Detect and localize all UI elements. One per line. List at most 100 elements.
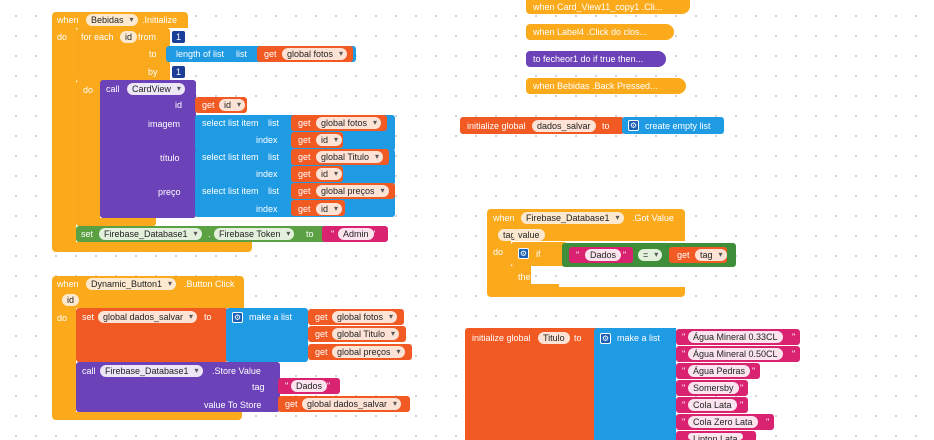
gear-icon[interactable]: ⚙ <box>600 333 611 344</box>
get-var-dropdown[interactable]: global Titulo <box>332 328 400 340</box>
component-dropdown[interactable]: Bebidas <box>86 14 138 26</box>
do-label: do <box>57 313 68 323</box>
get-label: get <box>677 250 690 260</box>
index2-get-dropdown[interactable]: id <box>316 168 343 180</box>
init-var-name[interactable]: Titulo <box>538 332 570 344</box>
param-value[interactable]: value <box>513 229 545 241</box>
select3-get-dropdown[interactable]: global preços <box>316 185 389 197</box>
for-each-foot <box>76 218 156 226</box>
select1-label: select list item <box>202 118 259 128</box>
list-item-value[interactable]: Lipton Lata <box>688 433 743 440</box>
component-dropdown[interactable]: Dynamic_Button1 <box>86 278 177 290</box>
cardview-dropdown[interactable]: CardView <box>127 83 185 95</box>
get-var-dropdown[interactable]: global preços <box>332 346 405 358</box>
get-id-dropdown[interactable]: id <box>219 99 246 111</box>
list-item-value[interactable]: Cola Zero Lata <box>688 416 758 428</box>
make-list-label: make a list <box>249 312 293 322</box>
list-item-value[interactable]: Água Mineral 0.33CL <box>688 331 783 343</box>
init-var-name[interactable]: dados_salvar <box>532 120 596 132</box>
init-block-body[interactable] <box>465 328 597 440</box>
get-var-dropdown[interactable]: global fotos <box>282 48 348 60</box>
list-item-value[interactable]: Água Mineral 0.50CL <box>688 348 783 360</box>
from-number[interactable]: 1 <box>172 31 186 43</box>
quote-open: " <box>682 400 686 410</box>
from-label: from <box>138 32 156 42</box>
event-footer <box>487 287 685 297</box>
titulo-arg-label: título <box>160 153 180 163</box>
get-var-dropdown[interactable]: tag <box>695 249 727 261</box>
collapsed-text: when Card_View11_copy1 .Cli... <box>533 2 663 12</box>
quote-close: " <box>792 349 796 359</box>
quote-close: " <box>766 417 770 427</box>
quote-open: " <box>285 381 289 391</box>
get-var-dropdown[interactable]: global fotos <box>332 311 398 323</box>
init-label: initialize global <box>467 121 526 131</box>
quote-open: " <box>682 349 686 359</box>
select2-get-label: get <box>298 152 311 162</box>
event-name: .Button Click <box>184 279 235 289</box>
when-label: when <box>57 279 79 289</box>
get-var-dropdown[interactable]: global dados_salvar <box>302 398 402 410</box>
create-empty-list-block[interactable] <box>622 117 724 134</box>
select1-list-label: list <box>268 118 279 128</box>
get-id-label: get <box>202 100 215 110</box>
quote-close: " <box>623 250 627 260</box>
set-to-label: to <box>204 312 212 322</box>
set-component-dropdown[interactable]: Firebase_Database1 <box>99 228 202 240</box>
quote-close: " <box>740 383 744 393</box>
dot-sep: . <box>208 229 211 239</box>
call-label: call <box>106 84 120 94</box>
init-to-label: to <box>574 333 582 343</box>
do-label: do <box>57 32 68 42</box>
event-name: .Got Value <box>632 213 674 223</box>
call-label: call <box>82 366 96 376</box>
event-footer <box>52 242 252 252</box>
set-prop-dropdown[interactable]: Firebase Token <box>214 228 295 240</box>
collapsed-text: when Label4 .Click do clos... <box>533 27 648 37</box>
collapsed-text: when Bebidas .Back Pressed... <box>533 81 658 91</box>
collapsed-block-back-pressed[interactable]: when Bebidas .Back Pressed... <box>526 78 686 94</box>
param-id[interactable]: id <box>62 294 80 306</box>
quote-open: " <box>682 366 686 376</box>
event-body-left <box>52 308 76 412</box>
dados-text[interactable]: Dados <box>585 249 622 261</box>
select2-get-dropdown[interactable]: global Titulo <box>316 151 384 163</box>
index3-get-dropdown[interactable]: id <box>316 203 343 215</box>
collapsed-block-card-view[interactable]: when Card_View11_copy1 .Cli... <box>526 0 690 14</box>
set-label: set <box>82 312 95 322</box>
quote-open: " <box>331 229 335 239</box>
list-item-value[interactable]: Somersby <box>688 382 739 394</box>
index2-get-label: get <box>298 169 311 179</box>
loop-var[interactable]: id <box>120 31 138 43</box>
collapsed-block-label4[interactable]: when Label4 .Click do clos... <box>526 24 674 40</box>
quote-close: " <box>372 229 376 239</box>
for-each-left <box>76 82 100 224</box>
list-item-value[interactable]: Água Pedras <box>688 365 751 377</box>
list-item-value[interactable]: Cola Lata <box>688 399 737 411</box>
get-label: get <box>315 312 328 322</box>
select3-list-label: list <box>268 186 279 196</box>
by-number[interactable]: 1 <box>172 66 186 78</box>
set-var-dropdown[interactable]: global dados_salvar <box>98 311 198 323</box>
call-cardview-block[interactable] <box>100 80 196 218</box>
if-left <box>511 266 531 286</box>
select1-get-dropdown[interactable]: global fotos <box>316 117 382 129</box>
make-a-list-block[interactable] <box>594 328 676 440</box>
gear-icon[interactable]: ⚙ <box>232 312 243 323</box>
do2-label: do <box>83 85 94 95</box>
index1-get-label: get <box>298 135 311 145</box>
call-component-dropdown[interactable]: Firebase_Database1 <box>100 365 203 377</box>
gear-icon[interactable]: ⚙ <box>628 120 639 131</box>
collapsed-block-fecheor1[interactable]: to fecheor1 do if true then... <box>526 51 666 67</box>
call-method: .Store Value <box>212 366 261 376</box>
eq-operator-dropdown[interactable]: = <box>638 249 663 261</box>
get-label: get <box>315 347 328 357</box>
component-dropdown[interactable]: Firebase_Database1 <box>521 212 624 224</box>
quote-open: " <box>682 383 686 393</box>
select2-label: select list item <box>202 152 259 162</box>
admin-text[interactable]: Admin <box>338 228 374 240</box>
index1-get-dropdown[interactable]: id <box>316 134 343 146</box>
gear-icon[interactable]: ⚙ <box>518 248 529 259</box>
dados-text[interactable]: Dados <box>291 380 328 392</box>
if-label: if <box>536 249 541 259</box>
